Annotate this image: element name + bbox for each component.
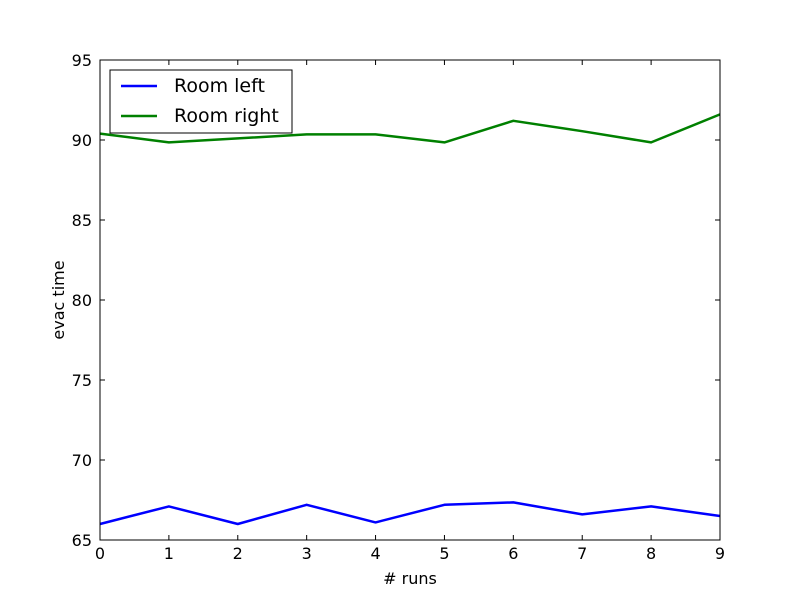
y-tick-label: 65 — [72, 531, 92, 550]
legend-box — [109, 69, 293, 134]
legend-label-room-right: Room right — [174, 105, 279, 127]
series-line-room-left — [99, 501, 721, 526]
y-tick-label: 85 — [72, 211, 92, 230]
x-tick-label: 0 — [95, 544, 105, 563]
y-tick-label: 80 — [72, 291, 92, 310]
tick-labels-layer: 0 1 2 3 4 5 6 7 8 9 65 70 75 80 85 90 95 — [72, 51, 725, 563]
legend-label-room-left: Room left — [174, 75, 265, 97]
y-tick-label: 75 — [72, 371, 92, 390]
x-tick-label: 7 — [577, 544, 587, 563]
x-tick-label: 3 — [302, 544, 312, 563]
legend: Room left Room right — [109, 69, 293, 134]
y-tick-label: 70 — [72, 451, 92, 470]
x-tick-label: 8 — [646, 544, 656, 563]
series-layer — [99, 113, 721, 526]
x-tick-label: 5 — [439, 544, 449, 563]
x-tick-label: 2 — [233, 544, 243, 563]
x-tick-label: 6 — [508, 544, 518, 563]
y-tick-label: 90 — [72, 131, 92, 150]
x-tick-label: 4 — [370, 544, 380, 563]
x-tick-label: 9 — [715, 544, 725, 563]
y-tick-label: 95 — [72, 51, 92, 70]
series-line-room-right — [99, 113, 721, 144]
x-tick-label: 1 — [164, 544, 174, 563]
x-axis-label: # runs — [383, 569, 437, 588]
y-axis-label: evac time — [49, 260, 68, 339]
plot-frame — [99, 59, 721, 541]
